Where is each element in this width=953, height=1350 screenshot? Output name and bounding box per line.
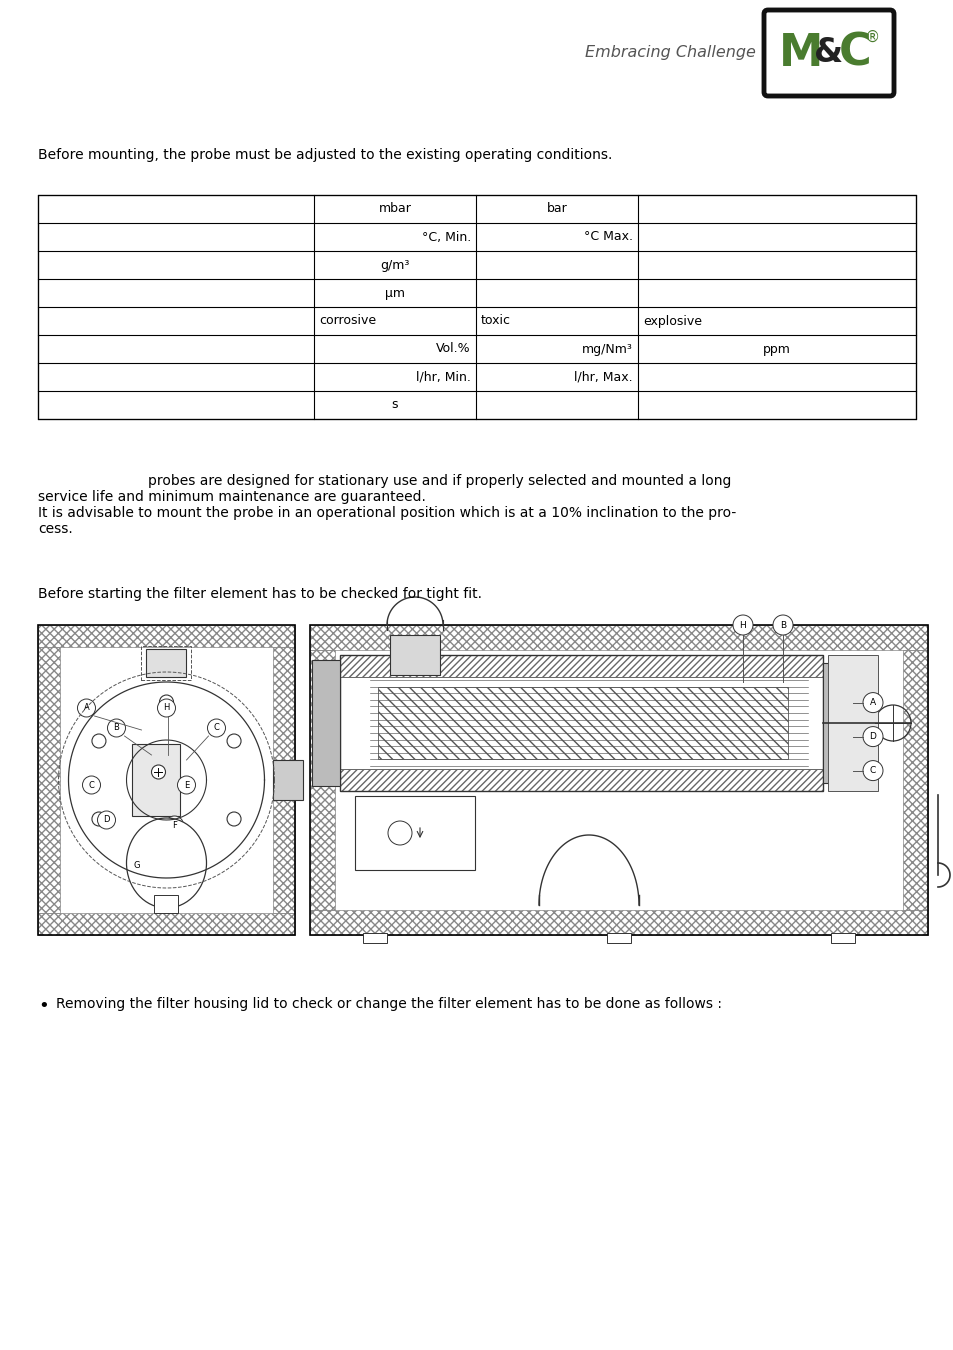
Bar: [273, 647, 294, 913]
Bar: [38, 194, 915, 418]
Bar: [147, 649, 186, 676]
Text: explosive: explosive: [642, 315, 701, 328]
Circle shape: [862, 726, 882, 747]
Bar: [310, 625, 927, 649]
Circle shape: [128, 856, 146, 873]
Bar: [154, 895, 178, 913]
Circle shape: [732, 616, 752, 634]
Text: corrosive: corrosive: [318, 315, 375, 328]
Text: l/hr, Min.: l/hr, Min.: [416, 370, 471, 383]
Circle shape: [77, 699, 95, 717]
Text: C: C: [838, 31, 870, 74]
Bar: [38, 625, 294, 647]
Text: C: C: [89, 780, 94, 790]
Text: bar: bar: [546, 202, 567, 216]
Bar: [310, 649, 335, 910]
Circle shape: [108, 720, 126, 737]
Circle shape: [862, 760, 882, 780]
Text: H: H: [163, 703, 170, 713]
Text: C: C: [213, 724, 219, 733]
Bar: [339, 655, 822, 791]
Text: A: A: [869, 698, 875, 707]
Bar: [822, 663, 862, 783]
Bar: [390, 634, 439, 675]
Circle shape: [159, 695, 173, 709]
Circle shape: [227, 811, 241, 826]
Text: service life and minimum maintenance are guaranteed.: service life and minimum maintenance are…: [38, 490, 425, 504]
Circle shape: [91, 734, 106, 748]
Circle shape: [152, 765, 165, 779]
Bar: [141, 647, 192, 680]
Circle shape: [159, 850, 173, 865]
Text: Removing the filter housing lid to check or change the filter element has to be : Removing the filter housing lid to check…: [56, 998, 721, 1011]
Text: mg/Nm³: mg/Nm³: [581, 343, 633, 355]
Text: D: D: [103, 815, 110, 825]
Circle shape: [862, 693, 882, 713]
Text: μm: μm: [385, 286, 405, 300]
Text: Before starting the filter element has to be checked for tight fit.: Before starting the filter element has t…: [38, 587, 481, 601]
Text: ppm: ppm: [762, 343, 790, 355]
Text: E: E: [184, 780, 189, 790]
Bar: [606, 933, 630, 944]
Circle shape: [863, 734, 871, 743]
Bar: [339, 655, 822, 676]
Circle shape: [772, 616, 792, 634]
Text: H: H: [739, 621, 745, 629]
Text: Embracing Challenge: Embracing Challenge: [584, 46, 755, 61]
Circle shape: [165, 815, 183, 834]
Text: A: A: [84, 703, 90, 713]
Bar: [363, 933, 387, 944]
Text: &: &: [814, 36, 842, 69]
Bar: [38, 625, 294, 936]
Text: M: M: [778, 31, 822, 74]
Bar: [310, 625, 927, 936]
Text: Before mounting, the probe must be adjusted to the existing operating conditions: Before mounting, the probe must be adjus…: [38, 148, 612, 162]
Text: g/m³: g/m³: [380, 258, 409, 271]
Text: °C, Min.: °C, Min.: [421, 231, 471, 243]
Text: cess.: cess.: [38, 522, 72, 536]
Text: Vol.%: Vol.%: [436, 343, 471, 355]
Text: ®: ®: [864, 30, 880, 45]
Text: It is advisable to mount the probe in an operational position which is at a 10% : It is advisable to mount the probe in an…: [38, 506, 736, 520]
Text: •: •: [38, 998, 49, 1015]
Circle shape: [177, 776, 195, 794]
Text: toxic: toxic: [480, 315, 511, 328]
Circle shape: [91, 811, 106, 826]
Bar: [38, 647, 60, 913]
Bar: [132, 744, 180, 815]
Text: probes are designed for stationary use and if properly selected and mounted a lo: probes are designed for stationary use a…: [148, 474, 731, 487]
Bar: [312, 660, 339, 786]
Text: l/hr, Max.: l/hr, Max.: [574, 370, 633, 383]
Text: mbar: mbar: [378, 202, 411, 216]
Circle shape: [82, 776, 100, 794]
Bar: [38, 913, 294, 936]
Text: s: s: [392, 398, 397, 412]
Bar: [902, 649, 927, 910]
Bar: [310, 910, 927, 936]
Circle shape: [863, 720, 871, 728]
Text: G: G: [133, 860, 139, 869]
Circle shape: [208, 720, 225, 737]
Circle shape: [157, 699, 175, 717]
Text: D: D: [868, 732, 876, 741]
Bar: [273, 760, 303, 801]
Bar: [377, 687, 787, 759]
Bar: [827, 655, 877, 791]
Text: F: F: [172, 821, 176, 829]
FancyBboxPatch shape: [763, 9, 893, 96]
Bar: [355, 796, 475, 869]
Circle shape: [97, 811, 115, 829]
Text: B: B: [780, 621, 785, 629]
Ellipse shape: [127, 818, 206, 909]
Circle shape: [227, 734, 241, 748]
Text: C: C: [869, 765, 875, 775]
Bar: [830, 933, 854, 944]
Text: B: B: [113, 724, 119, 733]
Text: °C Max.: °C Max.: [583, 231, 633, 243]
Circle shape: [863, 703, 871, 711]
Bar: [339, 769, 822, 791]
